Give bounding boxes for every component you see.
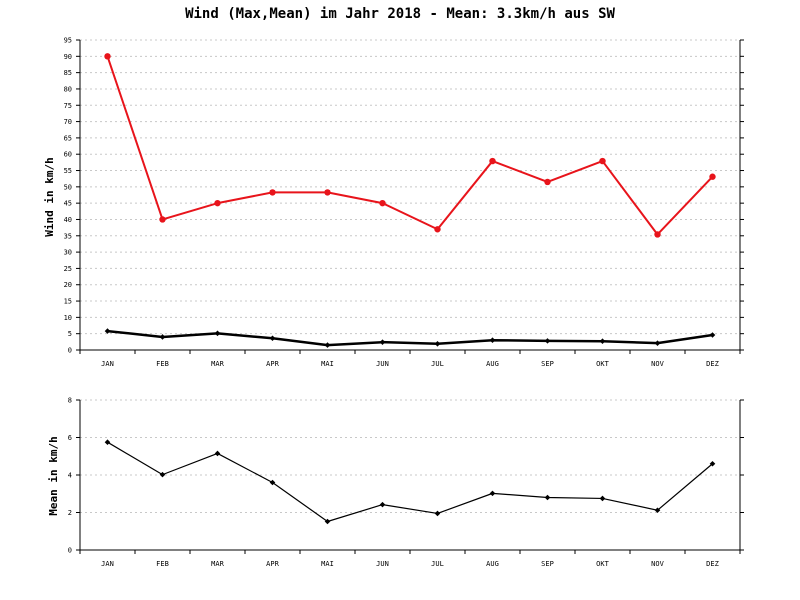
data-point [599,338,606,344]
y-axis-label-mean: Mean in km/h [47,436,60,515]
y-tick-label: 75 [64,102,72,110]
y-tick-label: 4 [68,472,72,480]
x-tick-label: FEB [156,560,169,568]
data-point [379,199,386,207]
x-tick-label: FEB [156,360,169,368]
y-tick-label: 6 [68,434,72,442]
y-tick-label: 55 [64,167,72,175]
x-tick-label: DEZ [706,360,719,368]
data-point [269,479,276,486]
x-tick-label: JUL [431,560,444,568]
x-tick-label: MAI [321,560,334,568]
data-point [214,199,221,207]
mean-wind-panel: Mean in km/h 0 2 4 6 8 JAN FEB MAR APR MAI JUN JUL A… [47,397,744,568]
max-mean-wind-panel: Wind in km/h 0 5 10 15 20 25 30 35 40 45 50 55 60 65 7… [43,37,744,368]
data-point [544,178,551,186]
data-point [489,490,496,497]
y-tick-label: 40 [64,216,72,224]
data-point [489,157,496,165]
data-point [214,330,221,337]
y-tick-label: 80 [64,85,72,93]
y-tick-label: 60 [64,151,72,159]
data-point [544,338,551,344]
data-point [324,518,331,525]
data-point [654,507,661,514]
y-tick-label: 45 [64,200,72,208]
x-tick-label: JAN [101,360,114,368]
data-point [269,335,276,342]
data-point [324,189,331,196]
y-tick-label: 0 [68,547,72,555]
y-tick-label: 85 [64,69,72,77]
x-tick-label: MAR [211,360,224,368]
x-tick-label: AUG [486,360,499,368]
data-point [434,510,441,517]
y-tick-label: 90 [64,53,72,61]
data-point [379,339,386,345]
data-point [599,495,606,502]
series-line [107,441,713,523]
x-tick-label: JUL [431,360,444,368]
data-point [104,53,111,60]
x-tick-label: JUN [376,360,389,368]
y-tick-label: 25 [64,265,72,273]
y-tick-label: 8 [68,397,72,405]
data-point [324,342,331,348]
data-point [654,340,661,346]
y-tick-label: 65 [64,134,72,142]
data-point [159,471,166,478]
y-tick-label: 20 [64,281,72,289]
data-point [379,501,386,508]
y-tick-label: 95 [64,37,72,45]
series-line [106,55,714,236]
y-tick-label: 30 [64,249,72,257]
data-point [709,460,716,467]
y-tick-label: 35 [64,232,72,240]
y-tick-label: 0 [68,347,72,355]
y-tick-label: 2 [68,509,72,517]
x-tick-label: NOV [651,560,664,568]
x-tick-label: APR [266,360,279,368]
data-point [709,173,716,180]
data-point [599,157,606,165]
data-point [709,332,716,338]
y-axis-label-wind: Wind in km/h [43,157,56,236]
data-point [654,231,661,238]
data-point [104,439,111,445]
x-tick-label: SEP [541,560,554,568]
x-tick-label: JUN [376,560,389,568]
data-point [269,189,276,196]
data-point [489,337,496,344]
y-tick-label: 70 [64,118,72,126]
x-tick-label: JAN [101,560,114,568]
y-tick-label: 5 [68,330,72,338]
x-tick-label: AUG [486,560,499,568]
series-line [107,329,713,347]
x-tick-label: OKT [596,360,609,368]
data-point [434,226,441,233]
x-tick-label: APR [266,560,279,568]
x-tick-label: NOV [651,360,664,368]
x-tick-label: SEP [541,360,554,368]
x-tick-label: MAI [321,360,334,368]
data-point [544,494,551,501]
x-tick-label: OKT [596,560,609,568]
y-tick-label: 10 [64,314,72,322]
chart-title: Wind (Max,Mean) im Jahr 2018 - Mean: 3.3… [185,6,615,22]
data-point [214,450,221,457]
data-point [434,341,441,347]
x-tick-label: MAR [211,560,224,568]
x-tick-label: DEZ [706,560,719,568]
y-tick-label: 50 [64,183,72,191]
data-point [159,216,166,223]
data-point [159,334,166,340]
data-point [104,328,111,334]
y-tick-label: 15 [64,298,72,306]
